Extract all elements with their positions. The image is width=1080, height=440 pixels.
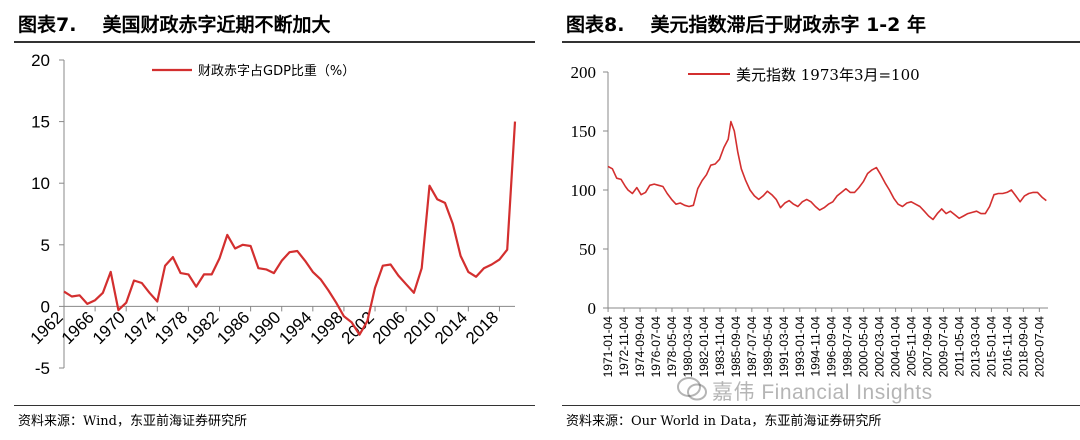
right-line-chart: 0 50 100 150 200 1971-01-04 1972-11-04 1974-09-… — [571, 63, 1048, 378]
wechat-logo-icon — [677, 377, 707, 401]
x-tick-label: 2005-11-04 — [905, 316, 919, 377]
x-tick-label: 1978-05-04 — [665, 316, 679, 378]
x-tick-label: 1989-05-04 — [761, 316, 775, 378]
left-figure-number: 图表7. — [18, 14, 77, 36]
y-tick-label: -5 — [35, 359, 50, 378]
x-tick-label: 1987-07-04 — [745, 316, 759, 378]
x-tick-label: 1976-07-04 — [649, 316, 663, 378]
y-tick-label: 150 — [571, 122, 597, 141]
y-tick-label: 0 — [41, 297, 50, 316]
y-tick-label: 5 — [41, 236, 50, 255]
x-tick-label: 1996-09-04 — [825, 316, 839, 378]
right-chart-panel: 图表8. 美元指数滞后于财政赤字 1-2 年 0 50 100 150 200 1971-0… — [548, 0, 1080, 440]
y-tick-label: 10 — [31, 174, 50, 193]
left-title-rule — [14, 41, 535, 43]
series-line-dollar-index — [607, 120, 1047, 221]
x-tick-label: 1978 — [151, 308, 191, 348]
x-tick-label: 2006 — [369, 308, 409, 348]
x-tick-label: 1998 — [307, 308, 347, 348]
x-tick-label: 2000-05-04 — [857, 316, 871, 378]
x-tick-label: 1985-09-04 — [729, 316, 743, 378]
x-tick-label: 2014 — [431, 308, 471, 348]
y-tick-label: 100 — [571, 181, 597, 200]
x-tick-label: 1980-03-04 — [681, 316, 695, 378]
right-figure-caption: 美元指数滞后于财政赤字 1-2 年 — [650, 14, 927, 36]
y-tick-label: 20 — [31, 51, 50, 70]
x-tick-label: 2013-03-04 — [968, 316, 982, 378]
left-chart-panel: 图表7. 美国财政赤字近期不断加大 -5 0 5 10 15 20 1962 1966 1970 1… — [0, 0, 535, 440]
left-line-chart: -505101520196219661970197419781982198619… — [27, 51, 517, 378]
x-tick-label: 2007-09-04 — [921, 316, 935, 378]
x-tick-label: 1994-11-04 — [809, 316, 823, 377]
left-figure-title: 图表7. 美国财政赤字近期不断加大 — [18, 10, 330, 37]
x-tick-label: 2010 — [400, 308, 440, 348]
x-tick-label: 1962 — [27, 308, 67, 348]
series-line-deficit — [63, 121, 517, 336]
x-tick-label: 2020-07-04 — [1032, 316, 1046, 378]
x-tick-label: 1983-11-04 — [713, 316, 727, 377]
x-tick-label: 1982-01-04 — [697, 316, 711, 378]
x-tick-label: 1972-11-04 — [617, 316, 631, 377]
x-tick-label: 1982 — [182, 308, 222, 348]
x-tick-label: 1971-01-04 — [601, 316, 615, 378]
x-tick-label: 1974-09-04 — [633, 316, 647, 378]
legend-label: 美元指数 1973年3月=100 — [736, 66, 920, 84]
right-source-rule — [562, 405, 1080, 406]
y-tick-label: 200 — [571, 63, 597, 82]
y-tick-label: 15 — [31, 113, 50, 132]
y-tick-label: 50 — [579, 240, 596, 259]
x-tick-label: 2018 — [462, 308, 502, 348]
x-tick-label: 1991-03-04 — [777, 316, 791, 378]
x-tick-label: 1998-07-04 — [841, 316, 855, 378]
x-tick-label: 2016-11-04 — [1000, 316, 1014, 377]
x-tick-label: 2011-05-04 — [952, 316, 966, 377]
left-source-note: 资料来源：Wind，东亚前海证券研究所 — [18, 414, 247, 429]
left-figure-caption: 美国财政赤字近期不断加大 — [102, 14, 331, 36]
right-figure-number: 图表8. — [566, 14, 625, 36]
x-tick-label: 1970 — [89, 308, 129, 348]
x-tick-label: 2018-09-04 — [1016, 316, 1030, 378]
legend-label: 财政赤字占GDP比重（%） — [198, 63, 355, 79]
x-tick-label: 2015-01-04 — [984, 316, 998, 378]
x-tick-label: 2002-03-04 — [873, 316, 887, 378]
watermark: 嘉伟 Financial Insights — [712, 381, 933, 404]
x-tick-label: 2009-07-04 — [937, 316, 951, 378]
right-figure-title: 图表8. 美元指数滞后于财政赤字 1-2 年 — [566, 10, 926, 37]
right-source-note: 资料来源：Our World in Data，东亚前海证券研究所 — [566, 414, 882, 429]
x-tick-label: 1974 — [120, 308, 160, 348]
x-tick-label: 2004-01-04 — [889, 316, 903, 378]
x-tick-label: 1993-01-04 — [793, 316, 807, 378]
y-tick-label: 0 — [588, 299, 597, 318]
x-tick-label: 1994 — [275, 308, 315, 348]
left-source-rule — [14, 405, 535, 406]
x-tick-label: 1986 — [213, 308, 253, 348]
right-title-rule — [562, 41, 1080, 43]
x-tick-label: 1990 — [244, 308, 284, 348]
